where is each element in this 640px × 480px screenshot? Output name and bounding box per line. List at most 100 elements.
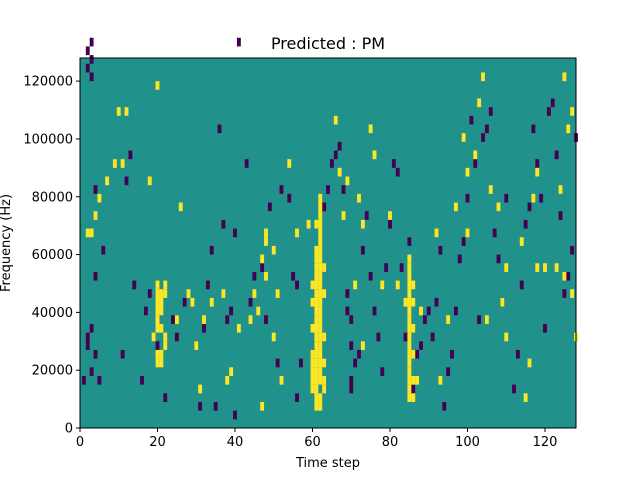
heatmap-cell-positive xyxy=(310,280,315,290)
heatmap-cell-positive xyxy=(256,306,261,316)
heatmap-cell-positive xyxy=(314,263,319,272)
heatmap-cells xyxy=(81,37,578,420)
heatmap-cell-negative xyxy=(163,393,168,402)
heatmap-cell-positive xyxy=(407,280,412,290)
heatmap-cell-positive xyxy=(333,115,338,125)
heatmap-cell-positive xyxy=(318,375,323,385)
heatmap-cell-positive xyxy=(411,323,416,333)
heatmap-cell-positive xyxy=(318,193,323,203)
heatmap-cell-positive xyxy=(322,384,327,394)
x-axis: 0 20 40 60 80 100 120 xyxy=(76,428,557,450)
heatmap-cell-negative xyxy=(124,176,129,186)
heatmap-cell-positive xyxy=(395,280,400,290)
heatmap-cell-negative xyxy=(349,315,354,324)
heatmap-cell-positive xyxy=(155,323,160,333)
heatmap-cell-negative xyxy=(527,202,532,212)
heatmap-cell-negative xyxy=(461,237,466,246)
heatmap-cell-positive xyxy=(159,297,164,307)
heatmap-cell-negative xyxy=(562,289,567,298)
heatmap-cell-positive xyxy=(318,219,323,229)
heatmap-cell-positive xyxy=(407,349,412,359)
heatmap-cell-positive xyxy=(314,289,319,298)
heatmap-cell-positive xyxy=(496,202,501,212)
heatmap-cell-negative xyxy=(450,349,454,359)
heatmap-cell-positive xyxy=(124,107,129,116)
heatmap-cell-negative xyxy=(488,107,493,116)
heatmap-cell-negative xyxy=(202,323,206,333)
heatmap-cell-positive xyxy=(453,202,458,212)
heatmap-cell-negative xyxy=(205,280,210,290)
heatmap-cell-negative xyxy=(554,150,559,160)
heatmap-cell-positive xyxy=(481,72,485,82)
heatmap-cell-negative xyxy=(391,159,396,168)
heatmap-cell-positive xyxy=(314,375,319,385)
heatmap-cell-negative xyxy=(329,159,334,168)
heatmap-cell-positive xyxy=(407,341,412,350)
heatmap-cell-positive xyxy=(434,228,439,238)
heatmap-cell-positive xyxy=(155,297,160,307)
heatmap-cell-positive xyxy=(264,271,268,281)
heatmap-cell-positive xyxy=(202,315,206,324)
heatmap-cell-negative xyxy=(236,37,241,47)
heatmap-cell-negative xyxy=(477,315,482,324)
heatmap-cell-negative xyxy=(233,410,237,420)
heatmap-cell-positive xyxy=(120,159,125,168)
heatmap-cell-positive xyxy=(159,349,164,359)
heatmap-cell-negative xyxy=(492,228,497,238)
heatmap-cell-negative xyxy=(267,202,272,212)
heatmap-cell-negative xyxy=(395,167,400,177)
heatmap-cell-negative xyxy=(93,271,98,281)
heatmap-cell-positive xyxy=(159,289,164,298)
heatmap-cell-negative xyxy=(407,237,412,246)
heatmap-cell-negative xyxy=(353,358,358,368)
heatmap-cell-positive xyxy=(314,271,319,281)
heatmap-cell-positive xyxy=(407,332,412,342)
heatmap-cell-negative xyxy=(279,185,284,194)
heatmap-cell-positive xyxy=(318,341,323,350)
heatmap-cell-positive xyxy=(407,271,412,281)
heatmap-cell-positive xyxy=(407,297,412,307)
heatmap-cell-positive xyxy=(97,193,102,203)
heatmap-cell-positive xyxy=(318,332,323,342)
heatmap-cell-positive xyxy=(260,254,265,264)
heatmap-cell-positive xyxy=(310,367,315,376)
heatmap-cell-positive xyxy=(465,228,470,238)
heatmap-cell-negative xyxy=(132,280,137,290)
heatmap-cell-positive xyxy=(543,263,547,272)
heatmap-cell-positive xyxy=(407,289,412,298)
heatmap-cell-negative xyxy=(403,332,408,342)
heatmap-cell-negative xyxy=(372,306,377,316)
heatmap-cell-positive xyxy=(504,263,509,272)
heatmap-cell-positive xyxy=(318,263,323,272)
heatmap-cell-negative xyxy=(295,280,299,290)
heatmap-cell-positive xyxy=(318,349,323,359)
heatmap-cell-negative xyxy=(566,271,571,281)
heatmap-cell-positive xyxy=(314,349,319,359)
y-tick-label: 120000 xyxy=(23,75,73,90)
heatmap-cell-positive xyxy=(186,289,191,298)
heatmap-cell-negative xyxy=(85,46,90,56)
heatmap-cell-negative xyxy=(399,263,404,272)
heatmap-cell-positive xyxy=(229,367,234,376)
heatmap-cell-positive xyxy=(527,358,532,368)
heatmap-cell-positive xyxy=(105,176,110,186)
heatmap-cell-negative xyxy=(322,202,327,212)
heatmap-cell-positive xyxy=(310,384,315,394)
heatmap-cell-positive xyxy=(407,384,412,394)
heatmap-cell-negative xyxy=(298,358,303,368)
heatmap-cell-negative xyxy=(101,245,106,255)
heatmap-cell-positive xyxy=(488,185,493,194)
heatmap-cell-negative xyxy=(89,55,94,64)
heatmap-cell-negative xyxy=(233,228,237,238)
heatmap-cell-positive xyxy=(155,289,160,298)
heatmap-cell-positive xyxy=(318,271,323,281)
heatmap-cell-negative xyxy=(174,332,179,342)
heatmap-cell-positive xyxy=(484,315,489,324)
heatmap-cell-negative xyxy=(419,341,423,350)
heatmap-cell-positive xyxy=(318,280,323,290)
heatmap-cell-positive xyxy=(407,315,412,324)
heatmap-cell-negative xyxy=(229,306,234,316)
heatmap-cell-negative xyxy=(473,159,478,168)
heatmap-cell-positive xyxy=(163,332,168,342)
heatmap-cell-positive xyxy=(322,263,327,272)
